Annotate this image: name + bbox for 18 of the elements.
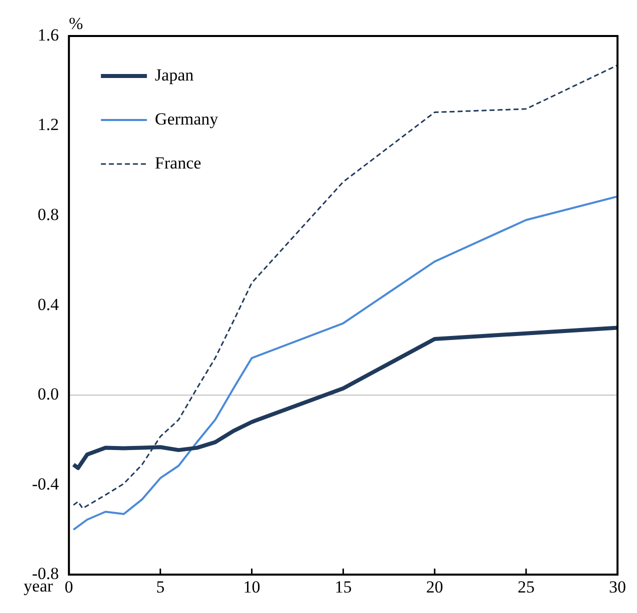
y-tick-label: 0.4	[38, 294, 60, 314]
x-tick-label: 0	[64, 577, 74, 596]
x-tick-label: 15	[334, 577, 352, 596]
x-tick-label: 20	[426, 577, 444, 596]
y-tick-label: 0.8	[38, 205, 59, 224]
y-axis-title: %	[68, 14, 84, 33]
y-tick-label: 0.0	[38, 384, 59, 404]
x-tick-label: 30	[609, 577, 626, 596]
x-tick-label: 25	[518, 577, 535, 596]
x-tick-label: 5	[156, 577, 165, 596]
y-tick-label: 1.6	[38, 25, 59, 44]
x-tick-label: 10	[243, 577, 260, 596]
line-series	[72, 64, 618, 510]
y-tick-label: 1.2	[38, 115, 59, 134]
legend-label: Germany	[154, 109, 219, 128]
y-tick-label: -0.4	[32, 474, 60, 494]
legend-label: Japan	[154, 65, 194, 84]
legend-label: France	[154, 153, 202, 172]
